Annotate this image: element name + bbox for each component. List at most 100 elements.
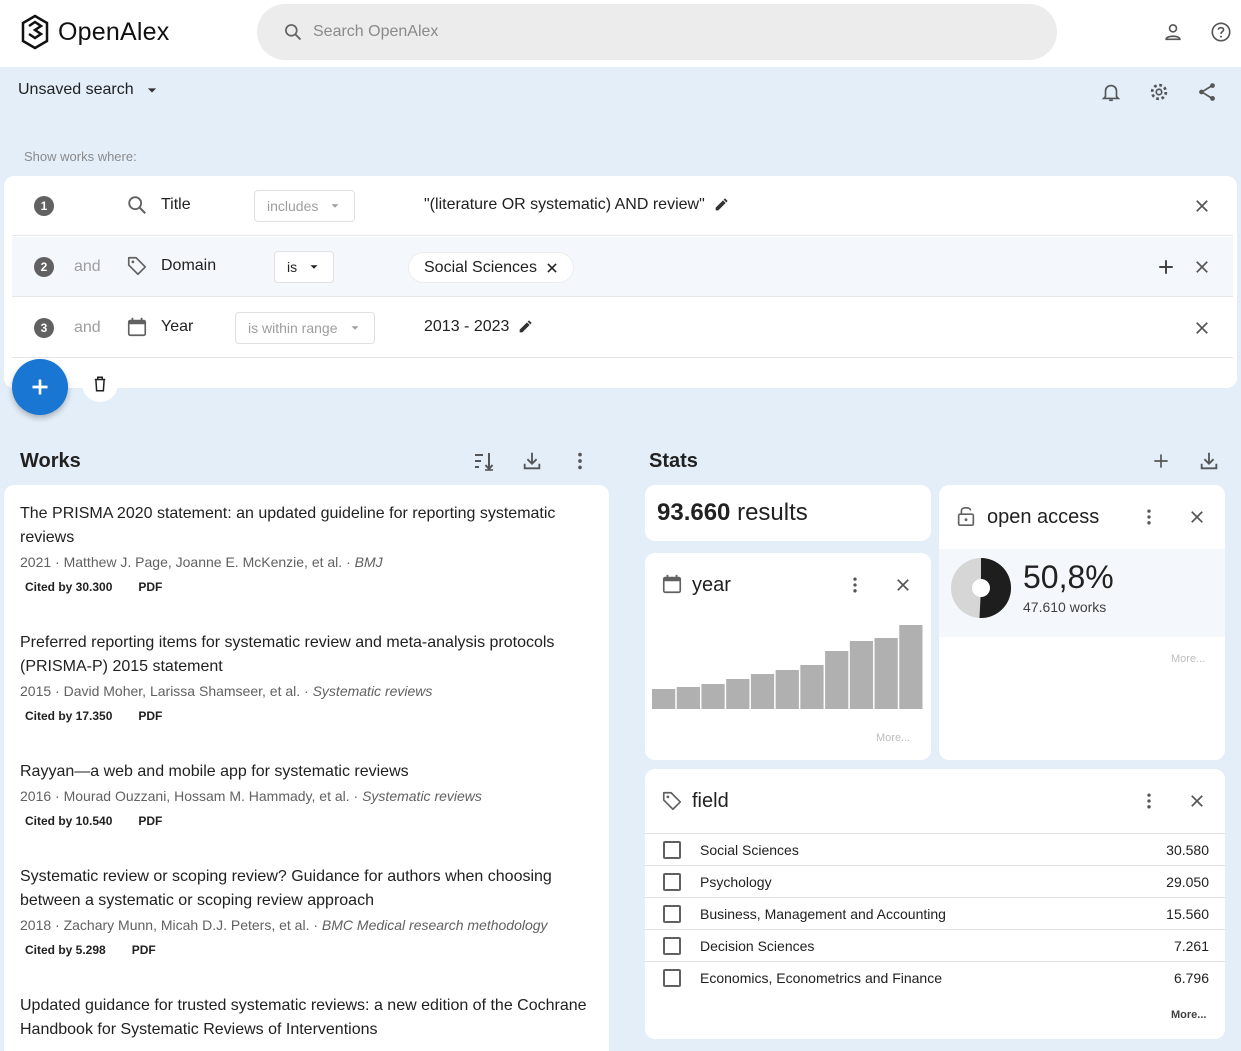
logo[interactable]: OpenAlex [20,14,169,50]
pdf-link[interactable]: PDF [138,709,163,723]
work-meta-text: 2018 · Zachary Munn, Micah D.J. Peters, … [20,917,322,933]
year-more-link[interactable]: More... [876,732,911,744]
sort-button[interactable] [470,447,498,475]
works-list: The PRISMA 2020 statement: an updated gu… [4,485,609,1051]
year-bar-2023[interactable] [899,625,923,709]
pie-center [972,579,990,597]
works-download-button[interactable] [518,447,546,475]
works-more-button[interactable] [566,447,594,475]
year-bar-2016[interactable] [726,679,750,709]
operator-select[interactable]: includes [254,190,356,222]
work-title[interactable]: Systematic review or scoping review? Gui… [20,868,552,909]
work-venue[interactable]: BMJ [354,554,383,570]
work-title[interactable]: Preferred reporting items for systematic… [20,634,555,675]
alerts-button[interactable] [1097,78,1125,106]
open-access-close-button[interactable] [1183,503,1211,531]
filter-value[interactable]: 2013 - 2023 [424,318,533,336]
close-icon[interactable] [545,261,559,275]
cited-by-link[interactable]: Cited by 5.298 [25,943,106,957]
field-more-link[interactable]: More... [1171,1009,1207,1021]
open-access-more-link[interactable]: More... [1171,653,1206,665]
work-title[interactable]: Updated guidance for trusted systematic … [20,997,587,1038]
close-icon [1196,200,1208,212]
share-button[interactable] [1193,78,1221,106]
filters-card: 1 Title includes "(literature OR systema… [4,176,1237,388]
filter-value[interactable]: "(literature OR systematic) AND review" [424,196,729,214]
add-value-button[interactable] [1154,255,1178,279]
work-item: Systematic review or scoping review? Gui… [20,865,595,957]
settings-button[interactable] [1145,78,1173,106]
work-title[interactable]: The PRISMA 2020 statement: an updated gu… [20,505,556,546]
work-links: Cited by 10.540 PDF [20,814,595,828]
pie-slice-open [979,558,1012,618]
remove-filter-button[interactable] [1190,255,1214,279]
top-bar: OpenAlex [0,0,1241,67]
field-card-close-button[interactable] [1183,787,1211,815]
year-bar-2022[interactable] [874,638,898,709]
plus-icon [1159,260,1173,274]
caret-down-icon [331,204,339,208]
open-access-menu-button[interactable] [1135,503,1163,531]
work-item: Rayyan—a web and mobile app for systemat… [20,760,595,828]
field-count: 6.796 [1173,970,1209,986]
field-checkbox[interactable] [663,873,681,891]
year-bar-2014[interactable] [676,687,700,709]
year-bar-2020[interactable] [825,651,849,709]
cited-by-link[interactable]: Cited by 30.300 [25,580,113,594]
year-bar-2013[interactable] [652,689,676,709]
pencil-icon [520,320,533,333]
work-item: Updated guidance for trusted systematic … [20,994,595,1042]
sort-icon [475,453,494,471]
add-filter-button[interactable] [12,359,68,415]
work-venue[interactable]: BMC Medical research methodology [321,917,548,933]
year-bar-2018[interactable] [775,670,799,709]
field-row[interactable]: Social Sciences 30.580 [645,834,1225,866]
remove-filter-button[interactable] [1190,194,1214,218]
work-title[interactable]: Rayyan—a web and mobile app for systemat… [20,763,409,780]
field-row[interactable]: Economics, Econometrics and Finance 6.79… [645,962,1225,994]
year-histogram[interactable] [652,619,924,709]
field-row[interactable]: Decision Sciences 7.261 [645,930,1225,962]
calendar-icon [661,573,683,595]
year-card-menu-button[interactable] [841,571,869,599]
work-venue[interactable]: Systematic reviews [362,788,482,804]
filter-field-name: Title [161,196,191,213]
year-card-close-button[interactable] [889,571,917,599]
clear-filters-button[interactable] [82,366,118,402]
field-checkbox[interactable] [663,905,681,923]
year-bar-2015[interactable] [701,684,725,709]
operator-select[interactable]: is within range [235,312,375,344]
field-count: 15.560 [1166,906,1209,922]
results-number: 93.660 [657,499,731,526]
operator-select[interactable]: is [274,251,335,283]
caret-down-icon [351,326,358,330]
field-checkbox[interactable] [663,969,681,987]
search-input[interactable] [313,23,913,41]
field-checkbox[interactable] [663,937,681,955]
download-icon [523,452,541,470]
saved-search-dropdown[interactable]: Unsaved search [18,80,162,100]
search-bar[interactable] [257,4,1057,60]
year-bar-2019[interactable] [800,665,824,709]
field-row[interactable]: Business, Management and Accounting 15.5… [645,898,1225,930]
chip-label: Social Sciences [424,258,537,276]
pdf-link[interactable]: PDF [131,943,156,957]
pdf-link[interactable]: PDF [138,580,163,594]
account-button[interactable] [1159,18,1187,46]
remove-filter-button[interactable] [1190,316,1214,340]
cited-by-link[interactable]: Cited by 17.350 [25,709,113,723]
work-venue[interactable]: Systematic reviews [312,683,433,699]
cited-by-link[interactable]: Cited by 10.540 [25,814,113,828]
stats-download-button[interactable] [1195,447,1223,475]
field-card-menu-button[interactable] [1135,787,1163,815]
filter-number: 1 [34,196,54,216]
pdf-link[interactable]: PDF [138,814,163,828]
year-bar-2017[interactable] [750,674,775,709]
add-stat-button[interactable] [1147,447,1175,475]
field-checkbox[interactable] [663,841,681,859]
value-chip[interactable]: Social Sciences [408,252,574,283]
year-bar-2021[interactable] [849,641,874,709]
open-access-summary-row[interactable]: 50,8% 47.610 works [939,549,1225,637]
field-row[interactable]: Psychology 29.050 [645,866,1225,898]
help-button[interactable] [1207,18,1235,46]
